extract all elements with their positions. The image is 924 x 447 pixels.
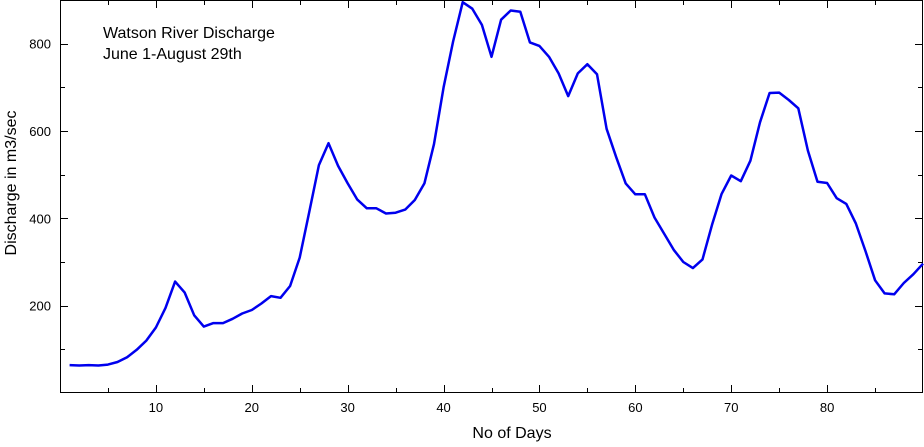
discharge-series-line (69, 0, 924, 367)
x-tick-label: 40 (436, 400, 450, 415)
y-tick-label: 800 (29, 37, 51, 52)
y-axis-label: Discharge in m3/sec (3, 111, 20, 256)
y-tick-label: 600 (29, 124, 51, 139)
x-tick-label: 70 (724, 400, 738, 415)
y-tick-label: 200 (29, 299, 51, 314)
x-axis-label: No of Days (472, 425, 551, 442)
x-tick-label: 50 (532, 400, 546, 415)
x-tick-label: 20 (245, 400, 259, 415)
axis-ticks: 10 20 30 40 50 60 70 80 200 400 600 800 (29, 0, 923, 415)
x-tick-label: 80 (820, 400, 834, 415)
chart-subtitle: June 1-August 29th (103, 46, 242, 63)
x-tick-label: 30 (340, 400, 354, 415)
plot-frame (60, 0, 923, 393)
chart-title: Watson River Discharge (103, 25, 275, 42)
x-tick-label: 10 (149, 400, 163, 415)
y-tick-label: 400 (29, 211, 51, 226)
x-tick-label: 60 (628, 400, 642, 415)
